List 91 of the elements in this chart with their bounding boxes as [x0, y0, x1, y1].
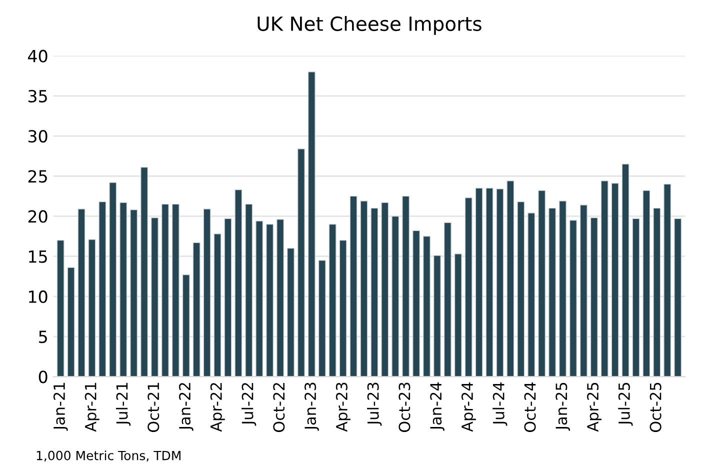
x-tick-label: Oct-24	[524, 382, 536, 432]
bar	[392, 216, 400, 377]
x-tick-label: Jul-22	[241, 383, 256, 426]
bar	[528, 212, 536, 377]
bar	[120, 202, 128, 377]
bar	[664, 184, 672, 377]
bar	[569, 220, 577, 377]
bar	[642, 190, 650, 377]
bar	[308, 71, 316, 377]
bar	[297, 148, 305, 377]
y-tick-label: 30	[28, 130, 48, 143]
bar	[402, 196, 410, 377]
x-tick-label: Oct-25	[650, 382, 662, 432]
y-tick-label: 20	[28, 210, 48, 223]
bar	[67, 267, 75, 377]
x-tick-label: Jan-25	[556, 382, 570, 431]
bar	[422, 236, 430, 377]
y-tick-label: 10	[29, 290, 48, 304]
bar	[360, 200, 368, 377]
x-tick-label: Jul-25	[618, 382, 633, 426]
bar	[454, 254, 462, 377]
bar	[600, 180, 608, 377]
bar	[611, 182, 619, 377]
bar	[475, 188, 483, 377]
bar	[433, 255, 441, 377]
bar	[256, 220, 264, 377]
bar	[140, 166, 148, 377]
bar	[214, 234, 222, 377]
bar	[203, 208, 211, 377]
x-tick-label: Apr-22	[210, 383, 225, 432]
bar	[318, 260, 326, 377]
bar	[496, 188, 504, 377]
y-tick-label: 0	[38, 370, 48, 384]
y-tick-label: 35	[28, 90, 47, 102]
bar	[506, 180, 514, 377]
bar	[486, 188, 494, 377]
x-tick-label: Jan-22	[178, 383, 194, 431]
bar	[328, 224, 336, 377]
bar	[632, 218, 640, 377]
bar	[182, 274, 190, 377]
x-tick-label: Oct-23	[398, 382, 410, 432]
bar	[580, 204, 588, 377]
x-tick-label: Jul-23	[367, 382, 382, 426]
bar	[412, 230, 420, 377]
y-tick-label: 15	[29, 250, 47, 263]
bar	[109, 182, 117, 377]
bar	[558, 200, 566, 377]
x-tick-label: Jan-23	[304, 382, 319, 431]
bar	[674, 218, 682, 377]
bar	[245, 204, 253, 377]
x-tick-label: Apr-23	[336, 382, 350, 432]
bar	[464, 197, 472, 377]
bar	[98, 201, 106, 377]
x-tick-label: Apr-25	[587, 382, 602, 432]
bar	[172, 204, 180, 377]
bar	[161, 204, 169, 377]
bar	[56, 240, 64, 377]
bar	[130, 209, 138, 377]
x-tick-label: Oct-21	[148, 382, 160, 432]
x-tick-label: Jan-24	[430, 382, 444, 431]
x-tick-label: Jul-24	[492, 382, 508, 426]
bar	[276, 219, 284, 377]
bar	[370, 208, 378, 377]
x-tick-label: Jan-21	[53, 382, 68, 431]
bar	[88, 239, 96, 377]
bar	[590, 217, 598, 377]
x-tick-label: Apr-21	[84, 382, 100, 432]
text: 1,000 Metric Tons, TDM	[36, 450, 180, 462]
bar	[192, 242, 200, 377]
bar	[224, 218, 232, 377]
y-tick-label: 5	[39, 330, 47, 344]
x-tick-label: Jul-21	[116, 382, 131, 426]
x-tick-label: Apr-24	[461, 382, 476, 432]
y-tick-label: 40	[28, 50, 48, 62]
chart-title: UK Net Cheese Imports	[258, 16, 482, 35]
bar	[350, 196, 358, 377]
bar	[622, 164, 630, 377]
bar	[234, 189, 242, 377]
bar	[266, 224, 274, 377]
bar	[78, 208, 86, 377]
bar	[444, 222, 452, 377]
bar	[150, 217, 158, 377]
bar	[339, 240, 347, 377]
bar	[653, 208, 661, 377]
bar	[381, 202, 389, 377]
bar	[286, 248, 294, 377]
bar	[517, 201, 525, 377]
bar	[548, 208, 556, 377]
bar	[538, 190, 546, 377]
x-tick-label: Oct-22	[273, 383, 285, 432]
y-tick-label: 25	[28, 170, 47, 183]
